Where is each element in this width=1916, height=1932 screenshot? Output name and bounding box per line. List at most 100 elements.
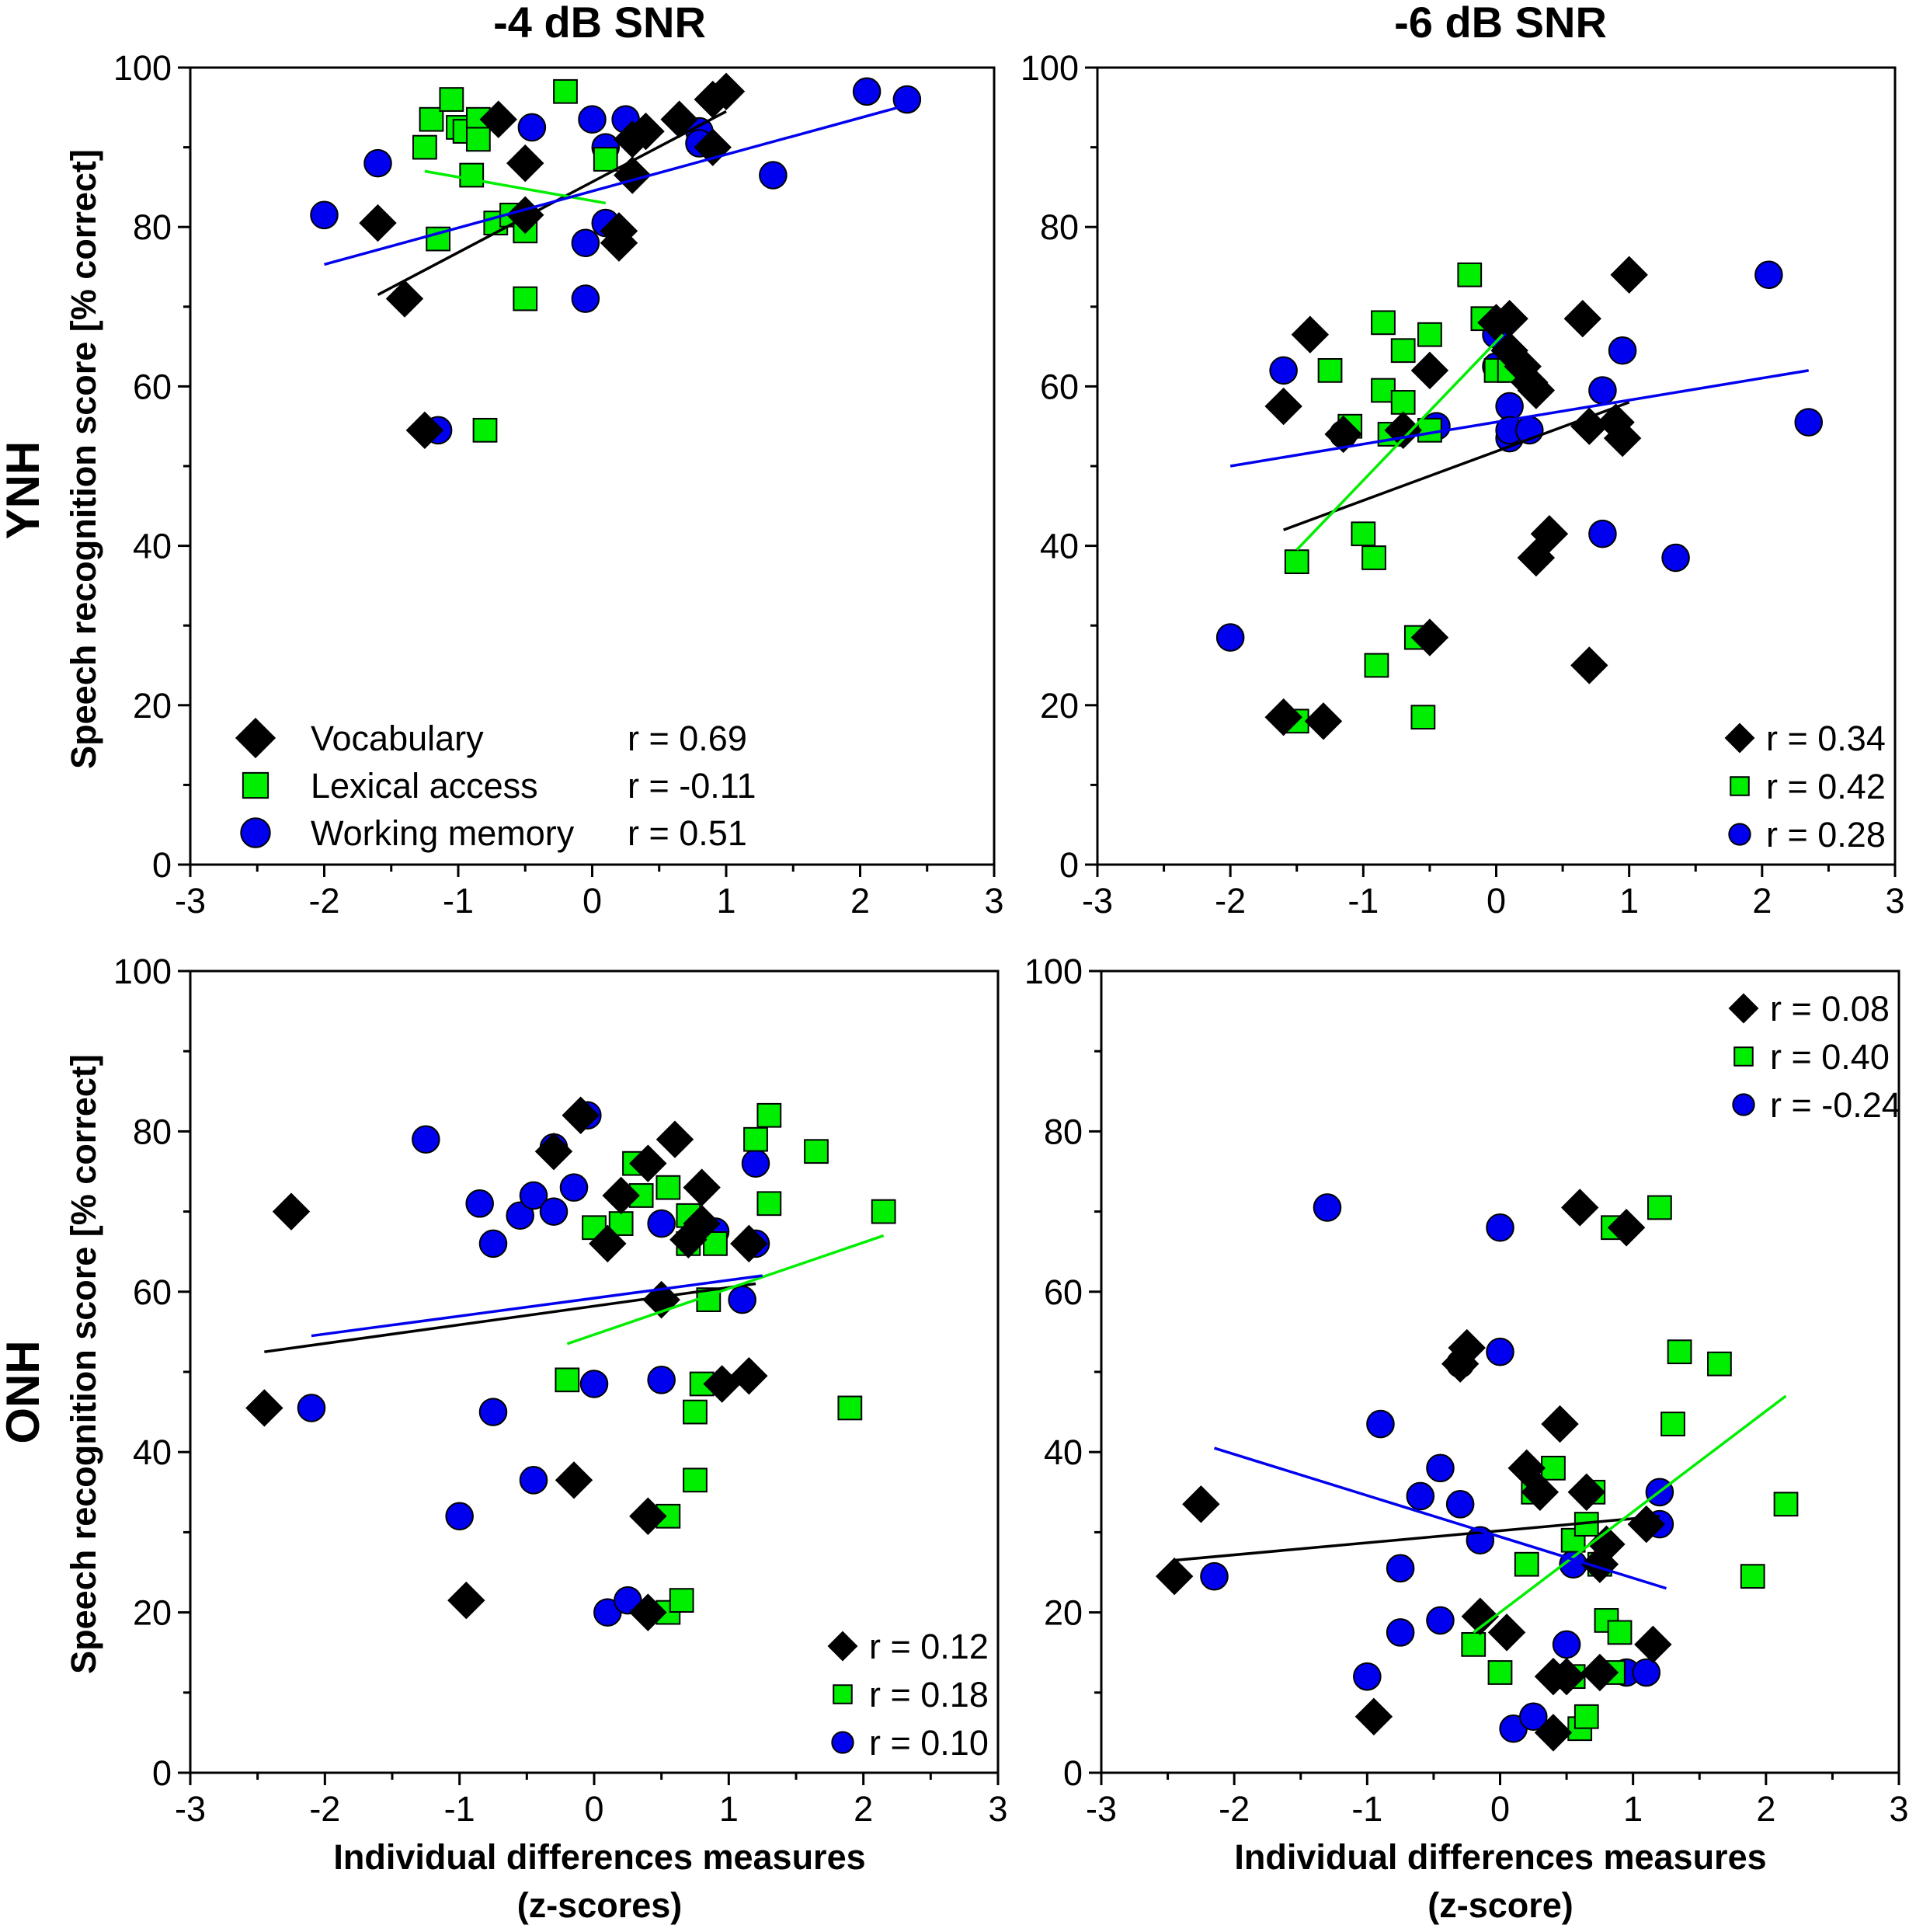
vocabulary-point — [683, 1204, 721, 1243]
working-memory-r-value: r = -0.24 — [1770, 1085, 1901, 1125]
working-memory-legend-marker — [1728, 823, 1751, 846]
x-tick-label: -1 — [1351, 1789, 1382, 1829]
vocabulary-point — [703, 1365, 741, 1403]
lexical-access-point — [683, 1467, 708, 1493]
lexical-access-point — [756, 1191, 782, 1217]
vocabulary-point — [1610, 256, 1648, 294]
vocabulary-point — [1155, 1557, 1194, 1596]
y-tick-label: 20 — [1040, 686, 1079, 726]
lexical-access-point — [555, 1367, 580, 1393]
y-tick-label: 80 — [133, 1112, 172, 1151]
y-tick-label: 0 — [1063, 1753, 1083, 1793]
working-memory-point — [1552, 1630, 1581, 1659]
working-memory-r-value: r = 0.28 — [1766, 815, 1886, 855]
working-memory-point — [1353, 1662, 1382, 1691]
working-memory-legend-marker — [831, 1731, 854, 1754]
y-tick-label: 60 — [133, 1272, 172, 1312]
working-memory-point — [1200, 1561, 1229, 1591]
working-memory-fit-line — [324, 103, 908, 266]
working-memory-point — [571, 228, 600, 258]
working-memory-fit-line — [1213, 1446, 1667, 1590]
working-memory-point — [1386, 1618, 1415, 1647]
working-memory-legend-marker — [1732, 1093, 1755, 1116]
vocabulary-point — [447, 1581, 485, 1620]
vocabulary-fit-line — [1283, 401, 1630, 531]
working-memory-point — [1386, 1554, 1415, 1583]
lexical-access-point — [1390, 390, 1416, 415]
lexical-access-point — [1284, 549, 1309, 574]
y-tick-label: 100 — [113, 952, 172, 991]
x-tick-label: -2 — [1215, 881, 1246, 921]
x-tick-label: -3 — [175, 881, 206, 921]
working-memory-point — [578, 105, 607, 134]
vocabulary-point — [627, 112, 665, 151]
vocabulary-point — [534, 1132, 573, 1171]
vocabulary-point — [359, 204, 397, 242]
vocabulary-point — [683, 1168, 721, 1206]
working-memory-point — [1486, 1337, 1514, 1366]
y-tick-label: 40 — [133, 527, 172, 566]
working-memory-point — [1632, 1658, 1661, 1687]
working-memory-point — [297, 1394, 326, 1422]
y-tick-label: 0 — [1059, 845, 1079, 885]
lexical-access-point — [1417, 322, 1442, 347]
lexical-access-legend-marker — [833, 1684, 853, 1704]
lexical-access-fit-line — [566, 1234, 885, 1345]
working-memory-point — [1519, 1702, 1548, 1732]
vocabulary-legend-marker — [1728, 993, 1759, 1024]
lexical-access-point — [465, 127, 491, 152]
x-tick-label: 0 — [582, 881, 602, 921]
vocabulary-r-value: r = 0.69 — [628, 719, 747, 758]
vocabulary-point — [1634, 1625, 1672, 1664]
x-axis-label-left-line1: Individual differences measures — [333, 1837, 865, 1877]
vocabulary-point — [506, 144, 544, 183]
lexical-access-fit-line — [424, 169, 607, 205]
working-memory-r-value: r = 0.10 — [869, 1723, 989, 1763]
lexical-access-point — [837, 1395, 863, 1421]
vocabulary-point — [562, 1096, 600, 1134]
y-axis-label-top: Speech recognition score [% correct] — [64, 149, 103, 769]
vocabulary-point — [600, 212, 638, 250]
y-tick-label: 0 — [152, 1753, 172, 1793]
working-memory-point — [1588, 376, 1617, 405]
vocabulary-point — [1521, 1473, 1560, 1512]
vocabulary-point — [1563, 299, 1601, 338]
working-memory-point — [519, 1466, 548, 1495]
lexical-access-point — [1514, 1551, 1539, 1577]
vocabulary-point — [1507, 1449, 1546, 1488]
working-memory-point — [539, 1197, 569, 1226]
lexical-access-legend-marker — [1733, 1046, 1754, 1067]
x-tick-label: 1 — [1623, 1789, 1643, 1829]
vocabulary-point — [1461, 1597, 1500, 1635]
working-memory-point — [571, 284, 600, 313]
working-memory-point — [478, 1229, 508, 1258]
x-tick-label: -3 — [175, 1789, 206, 1829]
working-memory-point — [1495, 392, 1524, 421]
x-tick-label: -2 — [309, 1789, 340, 1829]
vocabulary-point — [1587, 1525, 1626, 1564]
working-memory-point — [412, 1125, 440, 1154]
vocabulary-point — [707, 72, 746, 110]
x-axis-label-left-line2: (z-scores) — [517, 1885, 683, 1925]
y-tick-label: 20 — [1044, 1593, 1083, 1633]
lexical-access-point — [1371, 310, 1396, 336]
lexical-access-fit-line — [1473, 1394, 1787, 1634]
lexical-access-point — [1740, 1564, 1765, 1589]
lexical-access-point — [628, 1183, 654, 1208]
vocabulary-legend-marker — [827, 1631, 858, 1662]
working-memory-point — [465, 1189, 494, 1218]
panel-3: -3 -2 -1 0 1 2 3 0 20 40 60 80 100 r = 0.12 r = 0.18 r … — [113, 952, 1008, 1829]
working-memory-point — [1426, 1606, 1455, 1635]
vocabulary-point — [1264, 387, 1302, 426]
y-tick-label: 20 — [133, 686, 172, 726]
vocabulary-point — [655, 1120, 694, 1158]
working-memory-legend-marker — [240, 817, 271, 848]
vocabulary-point — [506, 196, 544, 235]
vocabulary-point — [245, 1389, 283, 1427]
lexical-access-point — [804, 1139, 829, 1164]
working-memory-point — [1661, 543, 1690, 573]
y-axis-label-bottom: Speech recognition score [% correct] — [64, 1054, 103, 1674]
working-memory-point — [1313, 1193, 1342, 1222]
working-memory-r-value: r = 0.51 — [628, 813, 747, 853]
x-tick-label: 3 — [984, 881, 1003, 921]
